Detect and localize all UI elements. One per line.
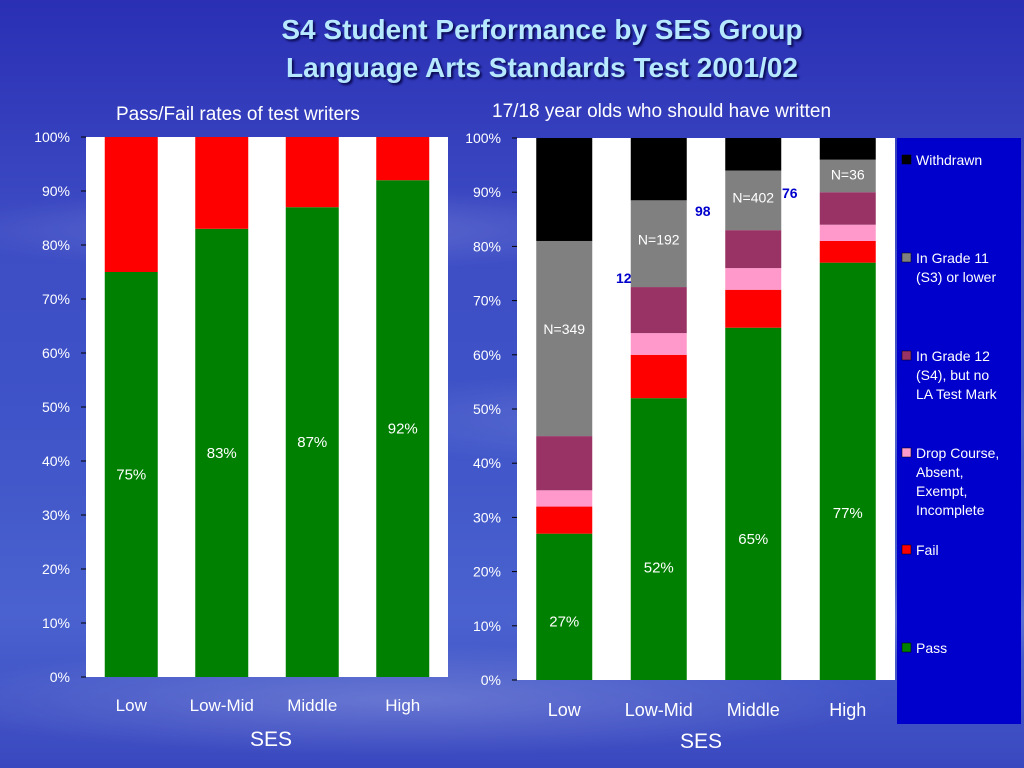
- left-chart-subtitle: Pass/Fail rates of test writers: [116, 104, 360, 125]
- left-bar-data-label: 87%: [297, 434, 327, 451]
- left-y-tick-label: 100%: [34, 129, 70, 145]
- legend-swatch-grade11: [901, 252, 912, 263]
- left-y-tick-label: 40%: [42, 453, 70, 469]
- right-bar-pass: [630, 398, 687, 680]
- right-bar-data-label: 52%: [644, 559, 674, 576]
- right-y-tick-label: 70%: [473, 293, 501, 309]
- legend-swatch-drop: [901, 447, 912, 458]
- left-bar-pass: [285, 207, 339, 677]
- right-bar-grade11: [819, 159, 876, 193]
- right-chart-subtitle: 17/18 year olds who should have written: [492, 101, 832, 122]
- overlay-fragment: 76: [782, 185, 798, 201]
- right-x-tick-label: Low-Mid: [625, 700, 693, 720]
- left-y-tick-label: 0%: [50, 669, 70, 685]
- right-bar-drop: [536, 490, 593, 507]
- legend-swatch-withdrawn: [901, 154, 912, 165]
- right-y-tick-label: 100%: [465, 130, 501, 146]
- right-bar-n-label: N=402: [732, 189, 774, 205]
- right-bar-fail: [725, 289, 782, 328]
- right-bar-drop: [819, 224, 876, 241]
- right-bar-withdrawn: [725, 138, 782, 171]
- left-x-tick-label: Middle: [287, 696, 337, 715]
- left-y-tick-label: 70%: [42, 291, 70, 307]
- left-x-tick-label: Low-Mid: [190, 696, 254, 715]
- left-bar-data-label: 75%: [116, 467, 146, 484]
- right-bar-pass: [819, 262, 876, 680]
- right-y-tick-label: 40%: [473, 455, 501, 471]
- left-bar-data-label: 83%: [207, 445, 237, 462]
- left-y-tick-label: 10%: [42, 615, 70, 631]
- title-line-1: S4 Student Performance by SES Group: [281, 14, 803, 45]
- left-bar-fail: [195, 137, 249, 229]
- right-y-tick-label: 90%: [473, 184, 501, 200]
- left-y-tick-label: 90%: [42, 183, 70, 199]
- right-bar-fail: [536, 506, 593, 534]
- right-y-tick-label: 80%: [473, 238, 501, 254]
- legend-swatch-grade12: [901, 350, 912, 361]
- left-x-tick-label: High: [385, 696, 420, 715]
- right-y-tick-label: 30%: [473, 509, 501, 525]
- right-y-tick-label: 0%: [481, 672, 501, 688]
- right-x-tick-label: High: [829, 700, 866, 720]
- right-bar-grade12: [630, 287, 687, 334]
- right-bar-withdrawn: [630, 138, 687, 201]
- legend-box: [897, 138, 1021, 724]
- right-bar-pass: [536, 533, 593, 680]
- legend-label-withdrawn: Withdrawn: [916, 152, 982, 168]
- left-y-tick-label: 60%: [42, 345, 70, 361]
- left-bar-fail: [104, 137, 158, 272]
- right-bar-withdrawn: [536, 138, 593, 241]
- right-bar-n-label: N=192: [638, 231, 680, 247]
- left-bar-data-label: 92%: [388, 421, 418, 438]
- left-bar-fail: [376, 137, 430, 181]
- legend-label-pass: Pass: [916, 640, 947, 656]
- right-bar-grade11: [725, 170, 782, 231]
- right-bar-fail: [630, 354, 687, 399]
- right-bar-data-label: 27%: [549, 613, 579, 630]
- left-bar-pass: [376, 180, 430, 677]
- left-y-tick-label: 50%: [42, 399, 70, 415]
- left-x-tick-label: Low: [116, 696, 148, 715]
- legend-label-grade12: In Grade 12 (S4), but no LA Test Mark: [916, 348, 998, 402]
- right-bar-withdrawn: [819, 138, 876, 160]
- title-line-2: Language Arts Standards Test 2001/02: [286, 52, 798, 83]
- right-bar-grade12: [819, 192, 876, 225]
- right-y-tick-label: 20%: [473, 564, 501, 580]
- right-x-axis-title: SES: [680, 730, 723, 753]
- right-bar-data-label: 77%: [833, 505, 863, 522]
- overlay-fragment: 98: [695, 203, 711, 219]
- left-bar-pass: [195, 228, 249, 678]
- right-bar-drop: [725, 268, 782, 290]
- right-bar-grade11: [630, 200, 687, 288]
- left-y-tick-label: 20%: [42, 561, 70, 577]
- right-bar-grade11: [536, 240, 593, 437]
- right-bar-grade12: [725, 230, 782, 269]
- left-y-tick-label: 30%: [42, 507, 70, 523]
- legend-label-drop: Drop Course, Absent, Exempt, Incomplete: [916, 445, 999, 518]
- right-bar-fail: [819, 240, 876, 263]
- right-x-tick-label: Low: [548, 700, 582, 720]
- overlay-fragment: 12: [616, 270, 632, 286]
- right-bar-drop: [630, 333, 687, 355]
- right-bar-n-label: N=349: [543, 321, 585, 337]
- right-y-tick-label: 10%: [473, 618, 501, 634]
- right-bar-n-label: N=36: [831, 166, 865, 182]
- right-y-tick-label: 50%: [473, 401, 501, 417]
- left-bar-fail: [285, 137, 339, 208]
- right-bar-pass: [725, 327, 782, 680]
- legend-swatch-fail: [901, 544, 912, 555]
- legend-label-grade11: In Grade 11 (S3) or lower: [916, 250, 996, 285]
- right-bar-data-label: 65%: [738, 531, 768, 548]
- right-y-tick-label: 60%: [473, 347, 501, 363]
- left-y-tick-label: 80%: [42, 237, 70, 253]
- right-bar-grade12: [536, 436, 593, 491]
- right-x-tick-label: Middle: [727, 700, 780, 720]
- legend-label-fail: Fail: [916, 542, 939, 558]
- legend-swatch-pass: [901, 642, 912, 653]
- left-bar-pass: [104, 272, 158, 677]
- left-x-axis-title: SES: [250, 728, 293, 751]
